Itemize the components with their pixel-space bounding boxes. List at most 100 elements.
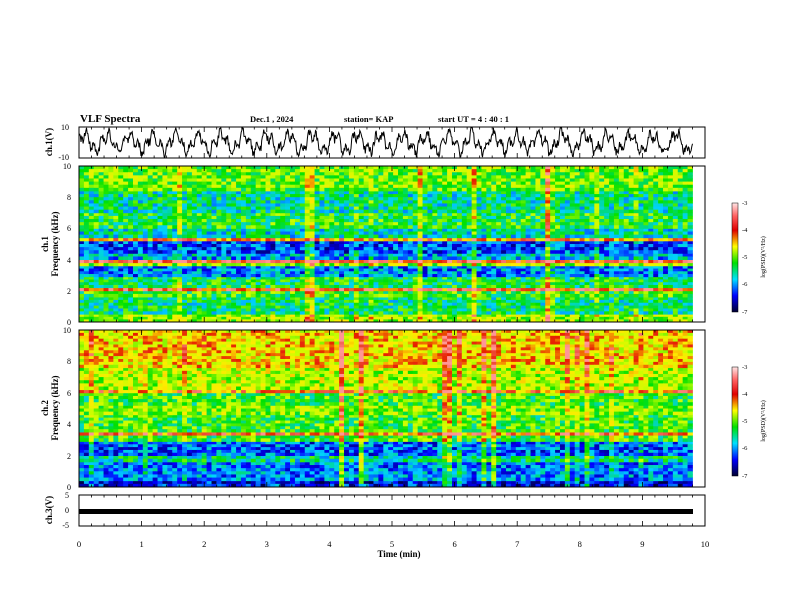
spectrogram-cell: [623, 244, 630, 248]
spectrogram-cell: [128, 287, 134, 292]
spectrogram-cell: [368, 287, 374, 292]
spectrogram-cell: [559, 314, 566, 318]
spectrogram-cell: [682, 194, 688, 198]
spectrogram-cell: [461, 293, 468, 298]
spectrogram-cell: [481, 259, 487, 264]
spectrogram-cell: [604, 225, 610, 229]
spectrogram-cell: [128, 268, 134, 272]
spectrogram-cell: [260, 276, 266, 280]
spectrogram-cell: [260, 259, 266, 264]
spectrogram-cell: [643, 190, 649, 195]
spectrogram-cell: [348, 305, 355, 309]
spectrogram-cell: [196, 276, 203, 280]
spectrogram-cell: [314, 253, 320, 257]
spectrogram-cell: [456, 284, 463, 289]
spectrogram-cell: [398, 225, 404, 229]
spectrogram-cell: [137, 219, 144, 223]
spectrogram-cell: [196, 244, 203, 248]
spectrogram-cell: [167, 222, 173, 226]
spectrogram-cell: [481, 194, 487, 198]
spectrogram-cell: [270, 274, 276, 278]
spectrogram-cell: [569, 305, 576, 309]
spectrogram-cell: [83, 311, 90, 315]
spectrogram-cell: [427, 247, 433, 251]
spectrogram-cell: [633, 219, 639, 223]
spectrogram-cell: [280, 305, 286, 309]
spectrogram-cell: [579, 282, 585, 286]
spectrogram-cell: [378, 314, 384, 318]
spectrogram-cell: [186, 234, 193, 239]
spectrogram-cell: [285, 256, 291, 260]
spectrogram-cell: [599, 265, 605, 269]
spectrogram-cell: [236, 274, 242, 278]
spectrogram-cell: [132, 316, 139, 320]
spectrogram-cell: [412, 212, 419, 217]
spectrogram-cell: [604, 256, 610, 260]
spectrogram-cell: [132, 279, 139, 283]
spectrogram-cell: [250, 234, 257, 239]
spectrogram-cell: [388, 319, 394, 323]
spectrogram-cell: [628, 234, 634, 239]
spectrogram-cell: [265, 287, 271, 292]
spectrogram-cell: [270, 219, 276, 223]
spectrogram-cell: [177, 311, 183, 315]
spectrogram-cell: [339, 271, 345, 275]
spectrogram-cell: [540, 225, 546, 229]
spectrogram-cell: [348, 276, 355, 280]
spectrogram-cell: [132, 299, 139, 304]
spectrogram-cell: [280, 271, 286, 275]
spectrogram-cell: [658, 308, 664, 312]
spectrogram-cell: [245, 268, 252, 272]
spectrogram-cell: [270, 228, 276, 232]
spectrogram-cell: [687, 190, 693, 195]
spectrogram-cell: [545, 212, 551, 217]
spectrogram-cell: [388, 316, 394, 320]
spectrogram-cell: [613, 319, 620, 323]
spectrogram-cell: [501, 247, 507, 251]
spectrogram-cell: [383, 259, 389, 264]
spectrogram-cell: [623, 314, 630, 318]
spectrogram-cell: [245, 297, 252, 301]
spectrogram-cell: [142, 287, 149, 292]
spectrogram-cell: [88, 287, 95, 292]
spectrogram-cell: [422, 219, 428, 223]
spectrogram-cell: [137, 247, 144, 251]
spectrogram-cell: [417, 274, 423, 278]
spectrogram-cell: [525, 290, 531, 295]
spectrogram-cell: [88, 279, 95, 283]
spectrogram-cell: [201, 279, 208, 283]
spectrogram-cell: [329, 282, 335, 286]
spectrogram-cell: [398, 262, 404, 267]
spectrogram-cell: [510, 308, 517, 312]
spectrogram-cell: [240, 308, 247, 312]
spectrogram-cell: [599, 311, 605, 315]
spectrogram-cell: [157, 305, 163, 309]
spectrogram-cell: [344, 194, 350, 198]
spectrogram-cell: [574, 305, 580, 309]
spectrogram-cell: [658, 297, 664, 301]
spectrogram-cell: [466, 237, 473, 242]
spectrogram-cell: [530, 316, 536, 320]
spectrogram-cell: [476, 253, 482, 257]
spectrogram-cell: [157, 219, 163, 223]
spectrogram-cell: [555, 316, 561, 320]
spectrogram-cell: [201, 302, 208, 307]
spectrogram-cell: [182, 287, 188, 292]
spectrogram-cell: [137, 190, 144, 195]
spectrogram-cell: [363, 234, 369, 239]
spectrogram-cell: [240, 268, 247, 272]
spectrogram-cell: [191, 262, 198, 267]
spectrogram-cell: [466, 308, 473, 312]
spectrogram-cell: [373, 215, 379, 220]
spectrogram-cell: [476, 302, 482, 307]
spectrogram-cell: [240, 311, 247, 315]
spectrogram-cell: [275, 225, 281, 229]
spectrogram-cell: [191, 250, 198, 254]
spectrogram-cell: [177, 268, 183, 272]
spectrogram-cell: [211, 319, 217, 323]
spectrogram-cell: [584, 282, 590, 286]
spectrogram-cell: [182, 276, 188, 280]
spectrogram-cell: [304, 262, 311, 267]
spectrogram-cell: [447, 316, 453, 320]
spectrogram-cell: [501, 190, 507, 195]
